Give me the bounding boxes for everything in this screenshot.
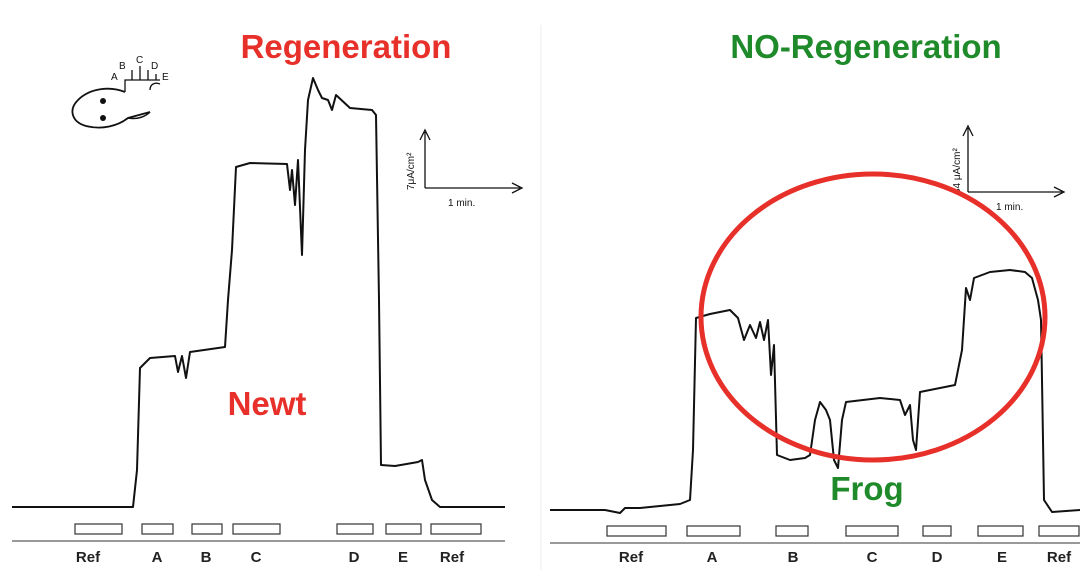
electrode-label: B: [788, 549, 799, 566]
electrode-label: Ref: [76, 549, 101, 566]
highlight-circle: [698, 171, 1048, 463]
electrode-label: A: [152, 549, 163, 566]
electrode-label: E: [398, 549, 408, 566]
current-scale: 34 μA/cm²: [952, 148, 963, 194]
electrode-label: C: [867, 549, 878, 566]
electrode-label: C: [251, 549, 262, 566]
scale-bar: 34 μA/cm² 1 min.: [952, 124, 1066, 213]
time-scale: 1 min.: [996, 202, 1023, 213]
time-scale: 1 min.: [448, 198, 475, 209]
panel-title: NO-Regeneration: [730, 28, 1001, 65]
electrode-label: A: [707, 549, 718, 566]
scale-bar: 7μA/cm² 1 min.: [406, 128, 524, 209]
panel-title: Regeneration: [241, 28, 452, 65]
diagram-label: E: [162, 72, 169, 83]
diagram-label: B: [119, 61, 126, 72]
electrode-label: Ref: [619, 549, 644, 566]
diagram-label: A: [111, 72, 118, 83]
electrode-boxes: [12, 523, 505, 542]
newt-diagram: A B C D E: [71, 55, 169, 129]
electrode-label: Ref: [440, 549, 465, 566]
current-scale: 7μA/cm²: [406, 152, 417, 190]
electrode-label: B: [201, 549, 212, 566]
animal-label: Newt: [228, 385, 307, 422]
diagram-label: C: [136, 55, 143, 66]
trace: [12, 77, 505, 508]
trace: [550, 269, 1081, 514]
electrode-label: E: [997, 549, 1007, 566]
electrode-label: D: [349, 549, 360, 566]
electrode-boxes: [550, 525, 1080, 544]
animal-label: Frog: [830, 470, 903, 507]
diagram-label: D: [151, 61, 158, 72]
electrode-label: D: [932, 549, 943, 566]
electrode-label: Ref: [1047, 549, 1072, 566]
